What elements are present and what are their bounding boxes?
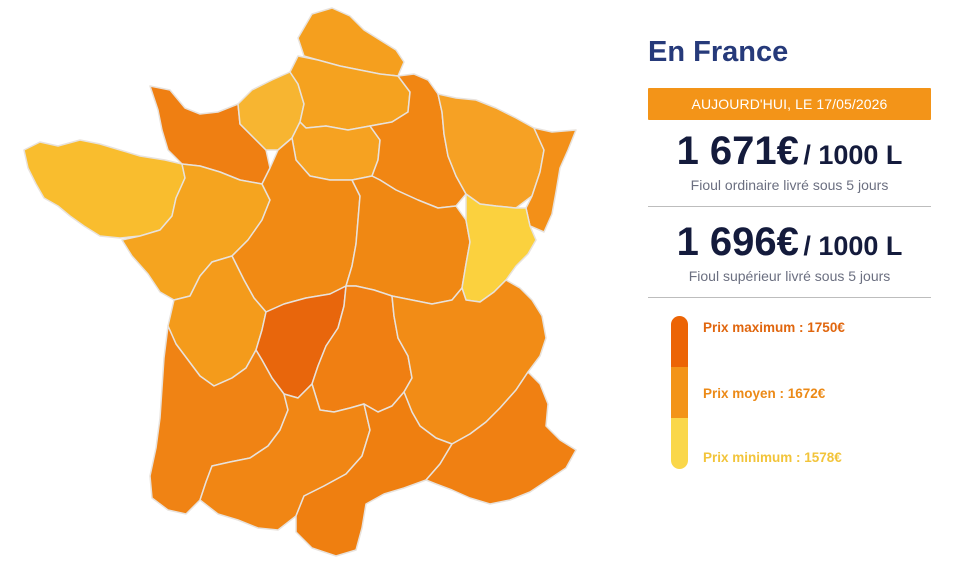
panel-title: En France bbox=[648, 36, 789, 68]
ordinary-price-block: 1 671€ / 1000 L Fioul ordinaire livré so… bbox=[648, 120, 931, 207]
region-alsace[interactable] bbox=[525, 127, 577, 233]
ordinary-price-line: 1 671€ / 1000 L bbox=[648, 128, 931, 174]
superior-price-block: 1 696€ / 1000 L Fioul supérieur livré so… bbox=[648, 207, 931, 298]
superior-price-line: 1 696€ / 1000 L bbox=[648, 219, 931, 265]
superior-price-unit: / 1000 L bbox=[803, 231, 903, 261]
superior-price-value: 1 696€ bbox=[676, 220, 799, 264]
legend-segment-max bbox=[671, 316, 688, 367]
legend-min-label: Prix minimum : 1578€ bbox=[703, 450, 842, 465]
legend-segment-min bbox=[671, 418, 688, 469]
france-map-svg bbox=[23, 7, 577, 557]
region-paca[interactable] bbox=[425, 371, 577, 505]
region-midi-pyrenees[interactable] bbox=[199, 383, 371, 531]
price-panel: En France AUJOURD'HUI, LE 17/05/2026 1 6… bbox=[648, 30, 931, 470]
region-languedoc[interactable] bbox=[295, 391, 453, 557]
region-franche-comte[interactable] bbox=[461, 193, 537, 303]
france-map bbox=[23, 7, 577, 557]
legend-segment-avg bbox=[671, 367, 688, 418]
superior-price-description: Fioul supérieur livré sous 5 jours bbox=[688, 268, 891, 284]
ordinary-price-value: 1 671€ bbox=[676, 129, 799, 173]
region-bretagne[interactable] bbox=[23, 139, 186, 239]
region-lorraine[interactable] bbox=[437, 93, 545, 209]
legend-max-label: Prix maximum : 1750€ bbox=[703, 320, 845, 335]
legend-gradient-bar bbox=[671, 316, 688, 469]
legend-avg-label: Prix moyen : 1672€ bbox=[703, 386, 826, 401]
price-legend: Prix maximum : 1750€ Prix moyen : 1672€ … bbox=[648, 316, 931, 470]
date-banner: AUJOURD'HUI, LE 17/05/2026 bbox=[648, 88, 931, 120]
ordinary-price-unit: / 1000 L bbox=[803, 140, 903, 170]
ordinary-price-description: Fioul ordinaire livré sous 5 jours bbox=[690, 177, 889, 193]
